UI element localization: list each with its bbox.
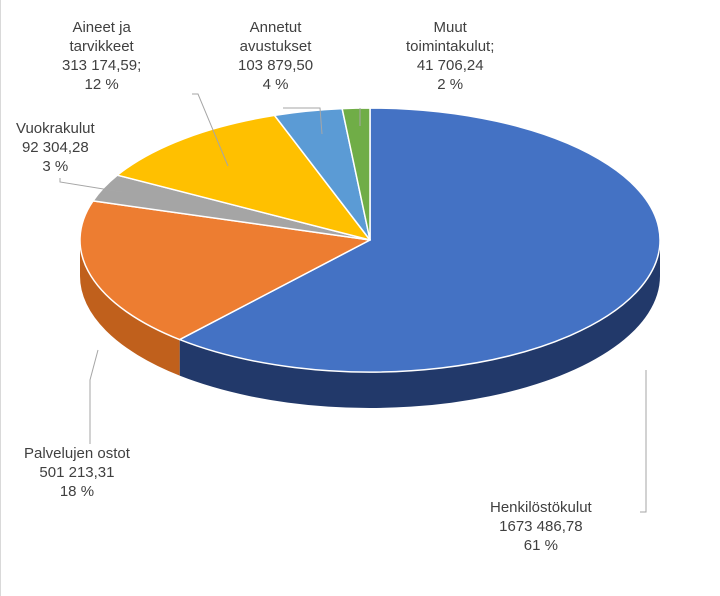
chart-frame-edge [0, 0, 1, 596]
slice-palvelujen-ostot [79, 200, 371, 341]
slice-aineet-ja-tarvikkeet [116, 114, 371, 241]
leader-line-henkilosto [640, 370, 647, 513]
leader-lines [59, 93, 647, 513]
pie-top-faces [79, 107, 661, 373]
leader-line-aineet [192, 93, 229, 167]
slice-side-henkilostokulut [179, 240, 660, 409]
slice-muut-toimintakulut [341, 107, 371, 241]
leader-line-avustukset [283, 107, 323, 135]
leader-line-palvelut [89, 349, 99, 444]
data-label-palvelujen-ostot: Palvelujen ostot 501 213,31 18 % [24, 445, 130, 500]
leader-line-vuokra [59, 178, 123, 193]
slice-side-palvelujen-ostot [79, 240, 180, 376]
pie-side-walls [79, 240, 660, 409]
slice-henkilostokulut [178, 107, 661, 373]
data-label-avustukset: Annetut avustukset 103 879,50 4 % [238, 19, 314, 93]
data-label-henkilostokulut: Henkilöstökulut 1673 486,78 61 % [490, 499, 592, 554]
data-label-vuokrakulut: Vuokrakulut 92 304,28 3 % [16, 120, 95, 175]
data-label-muut: Muut toimintakulut; 41 706,24 2 % [406, 19, 495, 93]
data-label-aineet: Aineet ja tarvikkeet 313 174,59; 12 % [62, 19, 142, 93]
